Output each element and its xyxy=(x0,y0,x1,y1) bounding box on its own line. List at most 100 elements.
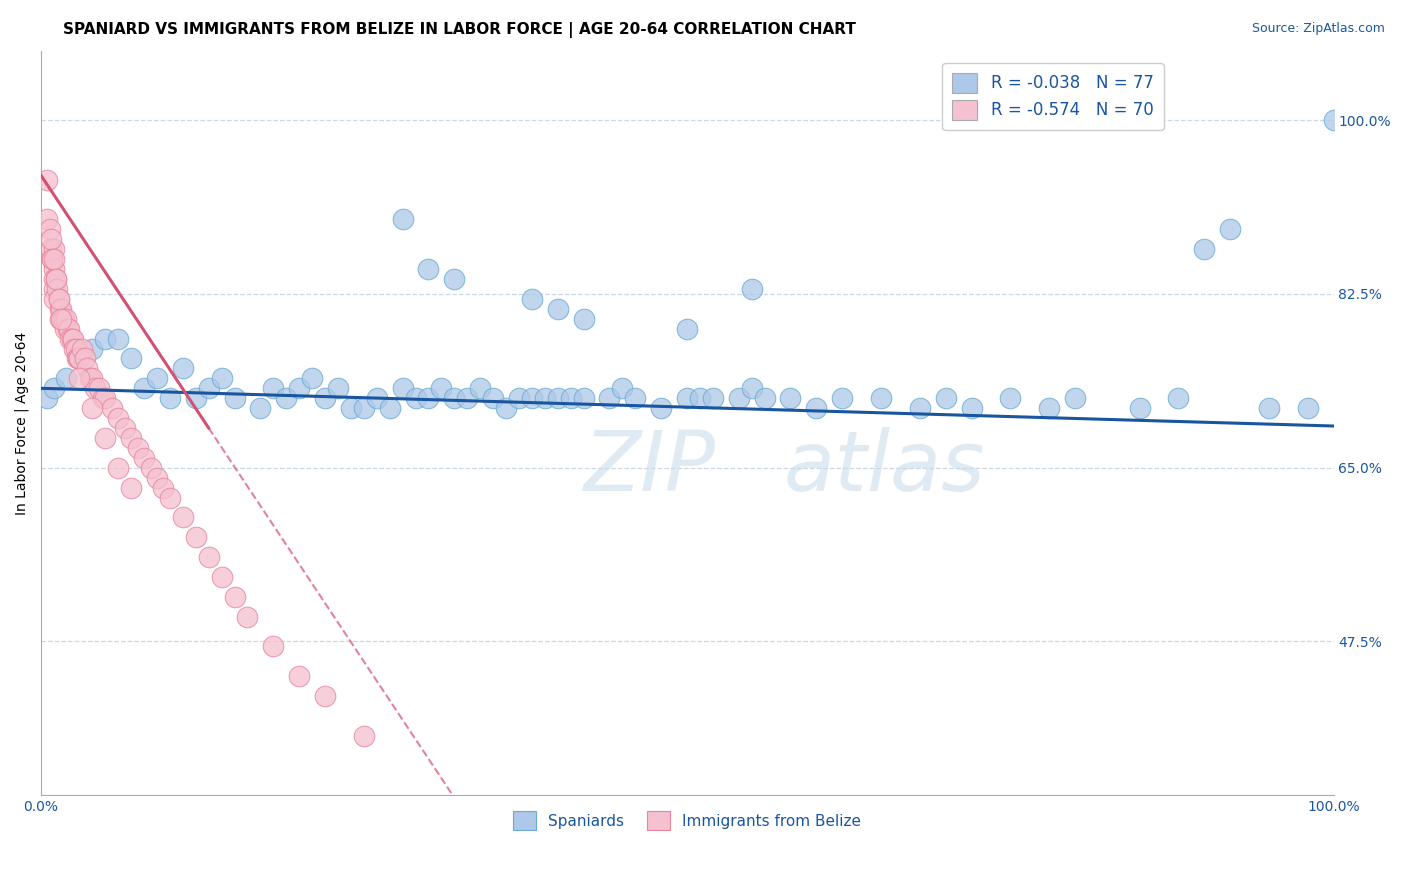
Point xyxy=(146,470,169,484)
Point xyxy=(67,351,90,366)
Point xyxy=(702,391,724,405)
Point xyxy=(84,381,107,395)
Point xyxy=(1129,401,1152,416)
Point xyxy=(53,322,76,336)
Point xyxy=(120,431,142,445)
Point xyxy=(456,391,478,405)
Point xyxy=(418,391,440,405)
Point xyxy=(1038,401,1060,416)
Point xyxy=(39,242,62,256)
Point xyxy=(55,311,77,326)
Text: Source: ZipAtlas.com: Source: ZipAtlas.com xyxy=(1251,22,1385,36)
Point xyxy=(197,381,219,395)
Point xyxy=(520,391,543,405)
Point xyxy=(82,401,104,416)
Point xyxy=(132,450,155,465)
Point xyxy=(46,282,69,296)
Point xyxy=(139,460,162,475)
Point xyxy=(676,322,699,336)
Point xyxy=(39,232,62,246)
Point xyxy=(326,381,349,395)
Point xyxy=(45,272,67,286)
Point xyxy=(443,272,465,286)
Point xyxy=(45,272,67,286)
Point xyxy=(378,401,401,416)
Point xyxy=(572,311,595,326)
Point xyxy=(58,322,80,336)
Point xyxy=(211,371,233,385)
Point xyxy=(754,391,776,405)
Point xyxy=(49,311,72,326)
Point xyxy=(547,391,569,405)
Point xyxy=(353,401,375,416)
Point xyxy=(42,252,65,267)
Point xyxy=(262,640,284,654)
Point xyxy=(405,391,427,405)
Point xyxy=(42,242,65,256)
Point xyxy=(35,173,58,187)
Point xyxy=(353,729,375,743)
Point xyxy=(172,510,194,524)
Point xyxy=(236,609,259,624)
Point xyxy=(52,311,75,326)
Point xyxy=(418,262,440,277)
Point xyxy=(612,381,634,395)
Point xyxy=(49,301,72,316)
Point xyxy=(935,391,957,405)
Point xyxy=(42,262,65,277)
Point xyxy=(94,391,117,405)
Point xyxy=(35,212,58,227)
Point xyxy=(41,252,63,267)
Point xyxy=(56,322,79,336)
Point xyxy=(38,222,60,236)
Point xyxy=(1219,222,1241,236)
Point xyxy=(184,530,207,544)
Point xyxy=(82,342,104,356)
Point xyxy=(288,381,311,395)
Point xyxy=(120,481,142,495)
Point xyxy=(470,381,492,395)
Point xyxy=(727,391,749,405)
Point xyxy=(146,371,169,385)
Point xyxy=(276,391,298,405)
Point xyxy=(114,421,136,435)
Point xyxy=(152,481,174,495)
Point xyxy=(391,212,413,227)
Point xyxy=(508,391,530,405)
Point xyxy=(79,371,101,385)
Point xyxy=(48,292,70,306)
Point xyxy=(107,460,129,475)
Point xyxy=(67,351,90,366)
Point xyxy=(87,381,110,395)
Point xyxy=(107,332,129,346)
Point xyxy=(55,371,77,385)
Point xyxy=(689,391,711,405)
Point xyxy=(63,342,86,356)
Point xyxy=(62,332,84,346)
Legend: Spaniards, Immigrants from Belize: Spaniards, Immigrants from Belize xyxy=(506,805,868,836)
Point xyxy=(42,292,65,306)
Point xyxy=(650,401,672,416)
Point xyxy=(482,391,505,405)
Point xyxy=(741,381,763,395)
Point xyxy=(224,391,246,405)
Point xyxy=(960,401,983,416)
Point xyxy=(197,550,219,565)
Point xyxy=(443,391,465,405)
Point xyxy=(1064,391,1087,405)
Point xyxy=(1296,401,1319,416)
Text: ZIP: ZIP xyxy=(583,427,716,508)
Point xyxy=(66,351,89,366)
Point xyxy=(91,391,114,405)
Point xyxy=(1257,401,1279,416)
Point xyxy=(224,590,246,604)
Point xyxy=(1192,242,1215,256)
Text: atlas: atlas xyxy=(785,427,986,508)
Point xyxy=(262,381,284,395)
Point xyxy=(1322,113,1344,128)
Point xyxy=(624,391,647,405)
Point xyxy=(184,391,207,405)
Point xyxy=(120,351,142,366)
Point xyxy=(42,381,65,395)
Point xyxy=(132,381,155,395)
